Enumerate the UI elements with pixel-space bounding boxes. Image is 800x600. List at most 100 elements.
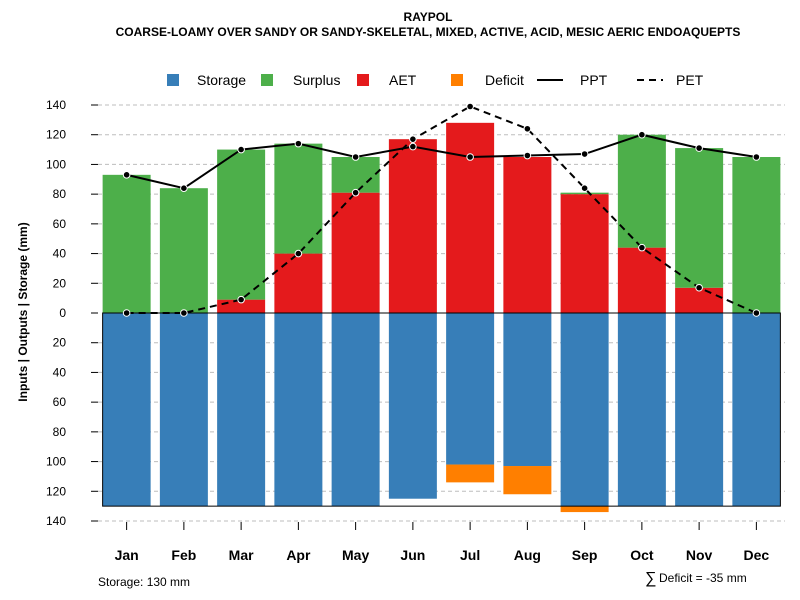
storage-bar-nov: [675, 313, 724, 507]
storage-bar-jan: [102, 313, 151, 507]
legend-swatch-deficit: [451, 74, 463, 86]
series-lines: [122, 102, 761, 317]
axes: 140 120 100 80 60 40 20 0 20 40 60 80 100 120 140 Jan Fe…: [46, 98, 769, 563]
aet-bar-jul: [446, 122, 495, 313]
x-tick-label-oct: Oct: [630, 547, 654, 563]
deficit-bar-sep: [560, 506, 609, 513]
ppt-point-oct: [638, 130, 646, 139]
ppt-point-may: [351, 153, 360, 161]
x-tick-label-apr: Apr: [286, 547, 311, 563]
y-tick-label: 100: [46, 455, 66, 469]
pet-point-may: [351, 188, 360, 197]
surplus-bar-jan: [102, 174, 151, 313]
ppt-point-aug: [523, 151, 532, 160]
deficit-bar-aug: [503, 466, 552, 495]
aet-bar-aug: [503, 157, 552, 313]
storage-bar-apr: [274, 313, 323, 507]
chart-subtitle: COARSE-LOAMY OVER SANDY OR SANDY-SKELETA…: [116, 25, 741, 39]
storage-bar-may: [331, 313, 380, 507]
y-tick-label: 120: [46, 484, 66, 498]
deficit-bar-jul: [446, 464, 495, 483]
y-tick-label: 20: [53, 336, 67, 350]
storage-bar-dec: [732, 313, 781, 507]
y-tick-label: 100: [46, 157, 66, 171]
storage-bar-sep: [560, 313, 609, 507]
pet-point-apr: [294, 249, 303, 258]
legend: Storage Surplus AET Deficit PPT PET: [167, 72, 704, 88]
surplus-bar-may: [331, 157, 380, 193]
surplus-bar-sep: [560, 192, 609, 195]
legend-label-aet: AET: [389, 72, 417, 88]
y-tick-label: 60: [53, 217, 67, 231]
surplus-bar-apr: [274, 143, 323, 254]
gridlines: [98, 104, 785, 522]
y-tick-label: 140: [46, 514, 66, 528]
x-tick-label-sep: Sep: [572, 547, 598, 563]
pet-point-sep: [580, 184, 589, 193]
y-tick-label: 140: [46, 98, 66, 112]
chart-title: RAYPOL: [404, 10, 453, 24]
legend-label-surplus: Surplus: [293, 72, 340, 88]
y-tick-label: 40: [53, 247, 67, 261]
storage-bar-aug: [503, 313, 552, 467]
storage-bar-jul: [446, 313, 495, 465]
legend-label-storage: Storage: [197, 72, 246, 88]
storage-bar-feb: [159, 313, 208, 507]
y-tick-label: 80: [53, 187, 67, 201]
x-tick-label-may: May: [342, 547, 369, 563]
ppt-point-jan: [122, 171, 131, 179]
legend-swatch-aet: [357, 74, 369, 86]
pet-point-mar: [237, 295, 245, 304]
aet-bar-may: [331, 192, 380, 313]
y-tick-label: 40: [53, 365, 67, 379]
legend-label-deficit: Deficit: [485, 72, 524, 88]
surplus-bar-nov: [675, 148, 724, 288]
x-tick-label-dec: Dec: [744, 547, 770, 563]
surplus-bar-feb: [159, 188, 208, 313]
legend-label-pet: PET: [676, 72, 704, 88]
aet-bar-apr: [274, 253, 323, 313]
sum-symbol: ∑: [645, 570, 656, 587]
bars: [102, 122, 781, 513]
surplus-bar-mar: [217, 149, 266, 300]
ppt-point-sep: [580, 150, 589, 158]
ppt-point-nov: [695, 144, 703, 152]
storage-bar-mar: [217, 313, 266, 507]
pet-point-aug: [523, 124, 532, 133]
deficit-annotation: Deficit = -35 mm: [659, 571, 747, 585]
x-tick-label-aug: Aug: [514, 547, 541, 563]
x-tick-label-jul: Jul: [460, 547, 480, 563]
ppt-point-dec: [752, 153, 761, 161]
pet-point-jan: [122, 309, 131, 317]
surplus-bar-oct: [617, 134, 666, 248]
aet-bar-nov: [675, 287, 724, 313]
legend-label-ppt: PPT: [580, 72, 608, 88]
x-tick-label-jan: Jan: [115, 547, 139, 563]
pet-point-nov: [695, 283, 703, 292]
y-tick-label: 60: [53, 395, 67, 409]
x-tick-label-nov: Nov: [686, 547, 713, 563]
surplus-bar-dec: [732, 157, 781, 313]
pet-point-oct: [638, 243, 646, 252]
ppt-point-apr: [294, 139, 303, 148]
ppt-line: [126, 133, 757, 190]
y-axis-label: Inputs | Outputs | Storage (mm): [16, 222, 30, 401]
x-tick-label-mar: Mar: [229, 547, 254, 563]
pet-point-dec: [752, 309, 761, 317]
pet-point-jul: [466, 102, 474, 111]
storage-bar-oct: [617, 313, 666, 507]
ppt-point-mar: [237, 145, 245, 154]
pet-point-feb: [180, 309, 188, 317]
y-tick-label: 0: [59, 306, 66, 320]
ppt-point-feb: [180, 184, 188, 193]
aet-bar-jun: [388, 139, 437, 313]
aet-bar-mar: [217, 299, 266, 313]
storage-annotation: Storage: 130 mm: [98, 575, 190, 589]
pet-line: [126, 105, 757, 314]
aet-bar-oct: [617, 247, 666, 313]
y-tick-label: 120: [46, 128, 66, 142]
pet-point-jun: [409, 135, 417, 143]
aet-bar-sep: [560, 194, 609, 313]
legend-swatch-storage: [167, 74, 179, 86]
